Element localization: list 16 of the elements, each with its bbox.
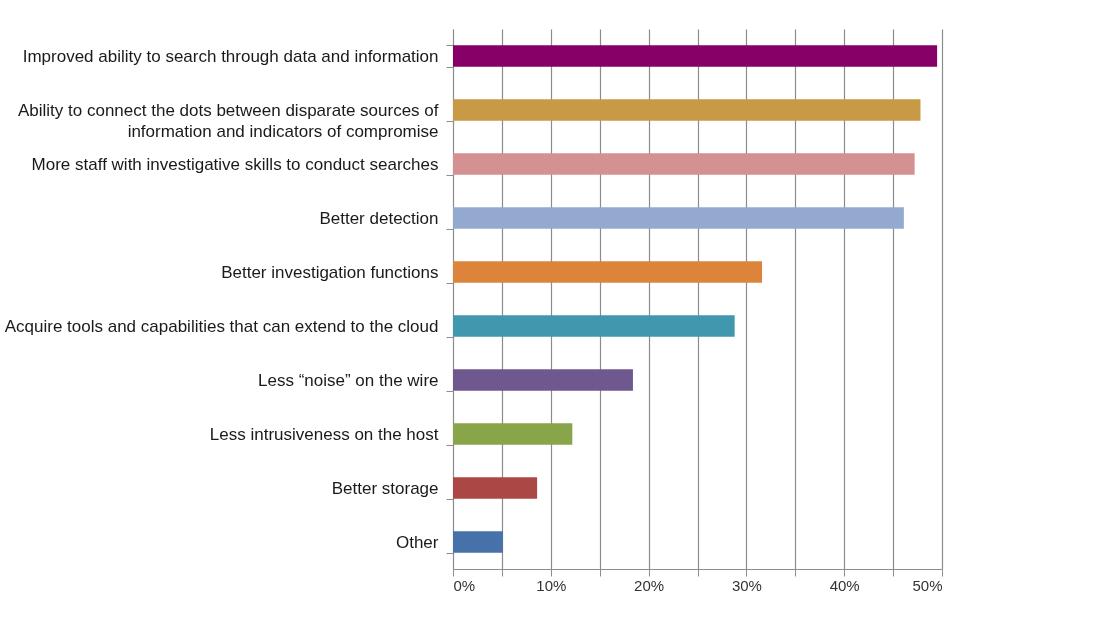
y-tick-label: Better investigation functions — [221, 262, 439, 282]
x-tick-label: 50% — [912, 576, 943, 594]
y-tick-label: Less intrusiveness on the host — [209, 424, 439, 444]
y-tick-label: Less “noise” on the wire — [258, 370, 439, 390]
x-tick-label: 40% — [829, 576, 860, 594]
y-tick-label: Other — [395, 532, 439, 552]
y-tick-label: More staff with investigative skills to conduct searches — [31, 154, 439, 174]
y-tick-label: Ability to connect the dots between disparate sources of information and indicators of compromise — [17, 100, 439, 141]
x-tick-label: 0% — [453, 576, 476, 594]
x-tick-label: 20% — [634, 576, 665, 594]
x-tick-label: 10% — [536, 576, 567, 594]
x-tick-label: 30% — [731, 576, 762, 594]
y-tick-label: Better storage — [331, 478, 439, 498]
y-tick-label: Better detection — [319, 208, 439, 228]
y-tick-label: Acquire tools and capabilities that can extend to the cloud — [4, 316, 439, 336]
y-tick-label: Improved ability to search through data and information — [22, 46, 439, 66]
